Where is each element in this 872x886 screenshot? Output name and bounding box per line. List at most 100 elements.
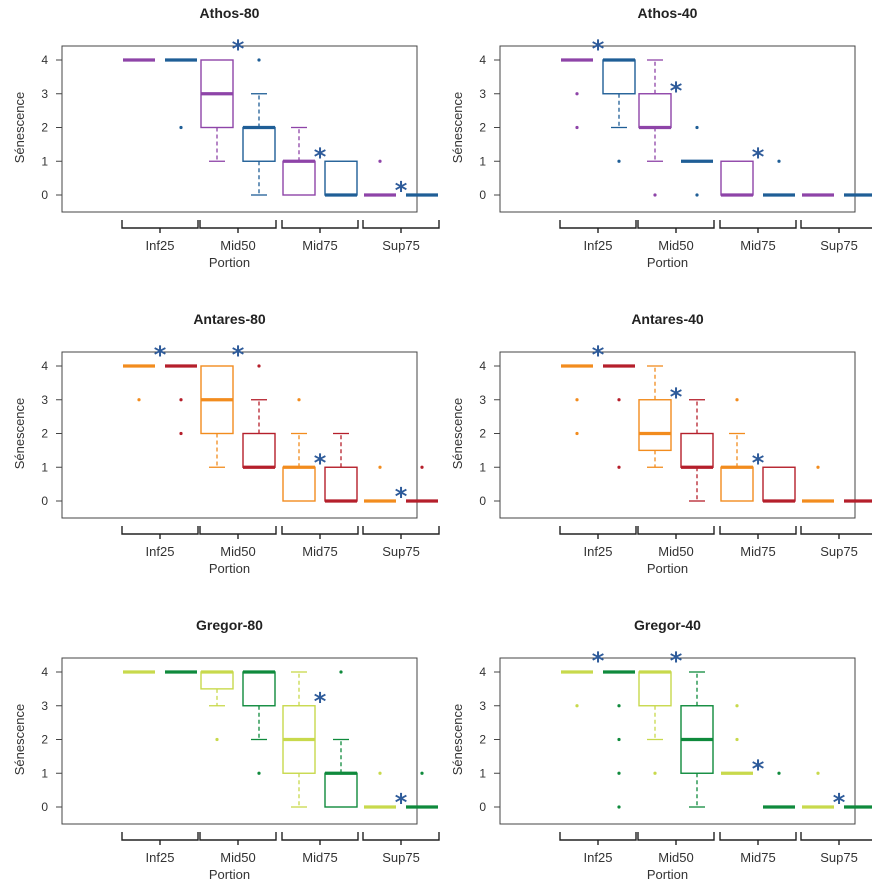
group-bracket: [559, 526, 637, 535]
box: [364, 159, 396, 197]
significance-star: *: [314, 143, 327, 171]
outlier-point: [257, 364, 261, 368]
plot-frame: [61, 657, 418, 825]
plot-frame: [499, 351, 856, 519]
box: [242, 670, 276, 775]
box: [638, 365, 672, 468]
x-tick-label: Mid75: [740, 850, 775, 865]
x-tick-label: Mid50: [220, 544, 255, 559]
x-axis-label: Portion: [209, 867, 250, 882]
group-bracket: [281, 832, 359, 841]
group-bracket: [362, 220, 440, 229]
box-rect: [602, 59, 636, 95]
group-bracket: [121, 220, 199, 229]
box-rect: [720, 466, 754, 502]
significance-star: *: [592, 341, 605, 369]
y-tick-label: 0: [41, 494, 48, 508]
box: [561, 364, 593, 436]
y-tick-label: 2: [41, 427, 48, 441]
x-tick-label: Mid75: [740, 238, 775, 253]
box-rect: [762, 466, 796, 502]
y-tick-label: 2: [41, 733, 48, 747]
significance-star: *: [232, 35, 245, 63]
box: [282, 671, 316, 808]
outlier-point: [378, 771, 382, 775]
box-rect: [638, 399, 672, 452]
box: [721, 704, 753, 775]
y-tick-label: 0: [479, 494, 486, 508]
group-bracket: [559, 832, 637, 841]
y-tick-label: 3: [41, 699, 48, 713]
y-tick-label: 3: [479, 699, 486, 713]
significance-star: *: [592, 35, 605, 63]
group-bracket: [637, 526, 715, 535]
box: [763, 771, 795, 809]
outlier-point: [816, 771, 820, 775]
group-bracket: [637, 220, 715, 229]
group-bracket: [362, 526, 440, 535]
group-bracket: [719, 220, 797, 229]
y-tick-label: 1: [41, 766, 48, 780]
outlier-point: [653, 771, 657, 775]
x-tick-label: Mid50: [220, 850, 255, 865]
significance-star: *: [395, 789, 408, 817]
y-tick-label: 2: [41, 121, 48, 135]
box: [802, 771, 834, 809]
y-tick-label: 3: [41, 87, 48, 101]
group-bracket: [121, 832, 199, 841]
box: [762, 466, 796, 503]
outlier-point: [816, 465, 820, 469]
x-tick-label: Sup75: [820, 238, 858, 253]
x-tick-label: Mid75: [302, 544, 337, 559]
outlier-point: [735, 398, 739, 402]
plot-frame: [61, 45, 418, 213]
box: [324, 160, 358, 197]
chart-title: Athos-40: [638, 5, 698, 21]
group-bracket: [800, 526, 872, 535]
box: [561, 58, 593, 130]
x-axis-label: Portion: [209, 561, 250, 576]
significance-star: *: [395, 177, 408, 205]
group-bracket: [719, 832, 797, 841]
y-axis-label: Sénescence: [450, 92, 465, 164]
group-bracket: [121, 526, 199, 535]
outlier-point: [137, 398, 141, 402]
chart-panel: Gregor-80 0 1 2 3 4 Sénescence * * Inf25 Mid50 Mid7…: [12, 617, 440, 882]
outlier-point: [378, 159, 382, 163]
x-axis-label: Portion: [209, 255, 250, 270]
group-bracket: [559, 220, 637, 229]
y-tick-label: 2: [479, 427, 486, 441]
box: [638, 59, 672, 197]
box-rect: [242, 432, 276, 468]
y-tick-label: 1: [479, 154, 486, 168]
y-axis-label: Sénescence: [12, 704, 27, 776]
chart-panel: Antares-40 0 1 2 3 4 Sénescence * * * Inf25 Mid50 Mi…: [450, 311, 872, 576]
box: [681, 125, 713, 197]
outlier-point: [617, 737, 621, 742]
box: [324, 432, 358, 503]
group-bracket: [800, 832, 872, 841]
box-rect: [638, 671, 672, 707]
x-tick-label: Inf25: [146, 850, 175, 865]
y-axis-label: Sénescence: [450, 704, 465, 776]
box-rect: [282, 160, 316, 196]
box: [242, 58, 276, 196]
group-bracket: [719, 526, 797, 535]
chart-title: Antares-40: [631, 311, 704, 327]
chart-title: Athos-80: [200, 5, 260, 21]
box: [763, 159, 795, 197]
significance-star: *: [670, 383, 683, 411]
y-tick-label: 4: [41, 359, 48, 373]
outlier-point: [575, 398, 579, 402]
x-tick-label: Mid50: [658, 850, 693, 865]
box: [282, 126, 316, 196]
box: [603, 670, 635, 809]
chart-title: Antares-80: [193, 311, 266, 327]
chart-panel: Athos-40 0 1 2 3 4 Sénescence * * * Inf25 Mid50 Mid7…: [450, 5, 872, 270]
y-tick-label: 0: [479, 800, 486, 814]
x-axis-label: Portion: [647, 867, 688, 882]
group-bracket: [281, 220, 359, 229]
box: [324, 670, 358, 808]
box-rect: [720, 160, 754, 196]
